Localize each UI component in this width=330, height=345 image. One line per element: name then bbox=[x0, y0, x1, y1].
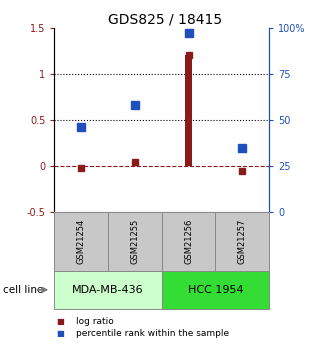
Text: percentile rank within the sample: percentile rank within the sample bbox=[76, 329, 229, 338]
Bar bbox=[185, 55, 192, 166]
Text: log ratio: log ratio bbox=[76, 317, 114, 326]
Text: ■: ■ bbox=[56, 317, 64, 326]
Text: GSM21254: GSM21254 bbox=[77, 219, 86, 264]
Text: GSM21255: GSM21255 bbox=[130, 219, 139, 264]
Text: GSM21256: GSM21256 bbox=[184, 219, 193, 264]
Text: GSM21257: GSM21257 bbox=[238, 219, 247, 264]
Text: MDA-MB-436: MDA-MB-436 bbox=[72, 285, 144, 295]
Text: HCC 1954: HCC 1954 bbox=[187, 285, 243, 295]
Text: cell line: cell line bbox=[3, 285, 44, 295]
Text: ■: ■ bbox=[56, 329, 64, 338]
Text: GDS825 / 18415: GDS825 / 18415 bbox=[108, 12, 222, 26]
